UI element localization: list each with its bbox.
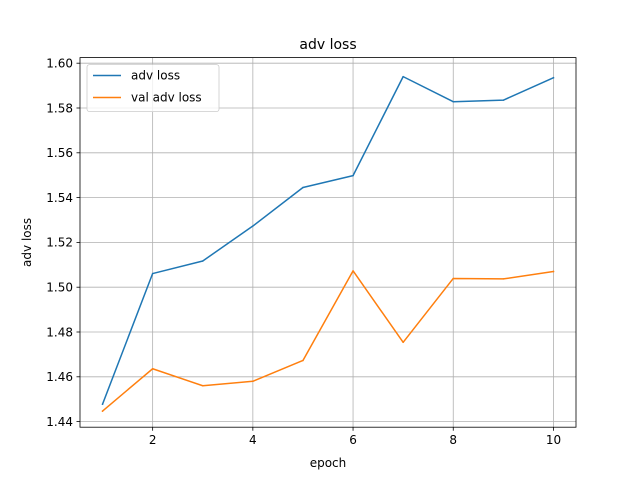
data-point-adv-loss	[151, 272, 154, 275]
data-point-val-adv-loss	[502, 278, 505, 280]
data-point-val-adv-loss	[402, 341, 404, 344]
data-point-adv-loss	[502, 99, 505, 101]
y-tick-label: 1.60	[46, 57, 73, 71]
data-point-adv-loss	[201, 260, 204, 262]
data-point-val-adv-loss	[352, 270, 354, 272]
data-point-adv-loss	[352, 174, 354, 177]
y-tick-label: 1.52	[46, 236, 73, 250]
y-tick-label: 1.54	[46, 191, 73, 205]
data-point-val-adv-loss	[452, 277, 455, 280]
series-line-val-adv-loss	[101, 270, 555, 413]
series-line-adv-loss	[101, 75, 555, 406]
y-tick-label: 1.50	[46, 281, 73, 295]
grid	[80, 57, 576, 428]
y-tick-label: 1.48	[46, 325, 73, 339]
data-point-val-adv-loss	[201, 385, 204, 387]
y-axis-ticks: 1.44 1.46 1.48 1.50 1.52 1.54 1.56 1.58 1.60	[46, 57, 80, 429]
data-point-val-adv-loss	[101, 410, 104, 412]
data-point-val-adv-loss	[552, 270, 555, 273]
series-lines	[101, 75, 555, 413]
data-point-val-adv-loss	[151, 367, 154, 370]
data-point-adv-loss	[252, 225, 254, 227]
legend: adv loss val adv loss	[86, 64, 220, 112]
data-point-val-adv-loss	[252, 380, 254, 383]
y-tick-label: 1.56	[46, 146, 73, 160]
chart-title: adv loss	[299, 37, 356, 53]
y-tick-label: 1.58	[46, 101, 73, 115]
legend-label-val-adv-loss: val adv loss	[131, 91, 202, 105]
data-point-adv-loss	[552, 77, 555, 79]
x-axis-ticks: 2 4 6 8 10	[149, 427, 561, 447]
data-point-adv-loss	[101, 403, 104, 405]
x-tick-label: 8	[449, 433, 457, 447]
x-tick-label: 6	[349, 433, 357, 447]
x-tick-label: 4	[249, 433, 257, 447]
data-point-adv-loss	[302, 186, 304, 189]
legend-label-adv-loss: adv loss	[131, 69, 180, 83]
y-axis-title: adv loss	[20, 218, 34, 267]
x-tick-label: 10	[546, 433, 561, 447]
x-axis-title: epoch	[310, 456, 347, 470]
data-point-val-adv-loss	[302, 359, 304, 362]
data-point-adv-loss	[452, 100, 455, 103]
data-point-adv-loss	[402, 75, 404, 78]
x-tick-label: 2	[149, 433, 157, 447]
legend-box	[86, 64, 220, 112]
y-tick-label: 1.46	[46, 370, 73, 384]
y-tick-label: 1.44	[46, 415, 73, 429]
